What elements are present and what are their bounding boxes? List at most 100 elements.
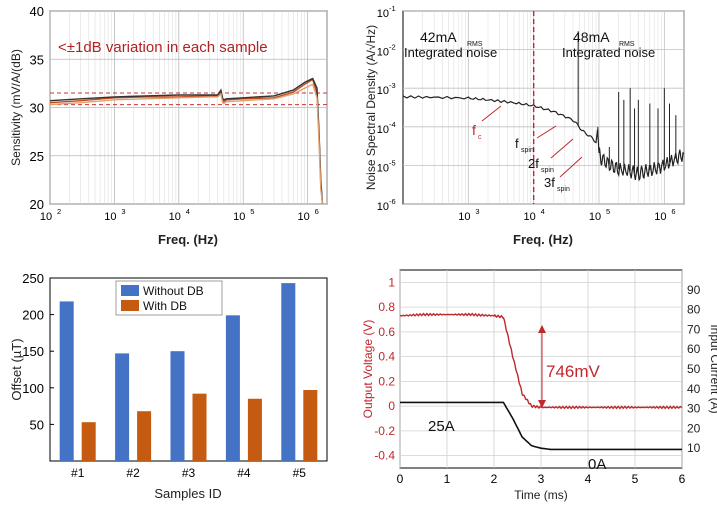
right-tick-label: 70 xyxy=(687,322,701,336)
x-category-label: #1 xyxy=(71,466,85,480)
current-high-label: 25A xyxy=(428,418,455,435)
y-tick-label: 100 xyxy=(22,381,44,396)
x-tick-label: 10 xyxy=(233,211,245,223)
x-tick-label: 10 xyxy=(524,211,536,223)
right-noise-value: 48mA xyxy=(573,29,610,45)
sensitivity-series-line xyxy=(49,83,324,205)
x-tick-label: 5 xyxy=(632,472,639,486)
x-tick-label: 4 xyxy=(585,472,592,486)
y-tick-exponent: -1 xyxy=(389,4,396,13)
left-noise-unit: RMS xyxy=(467,41,483,48)
fspin-sub: spin xyxy=(521,147,534,154)
x-tick-label: 0 xyxy=(397,472,404,486)
y-tick-label: 10 xyxy=(377,124,389,136)
y-tick-label: 35 xyxy=(30,52,44,67)
fspin-label: f xyxy=(515,136,519,151)
y-tick-label: 0.6 xyxy=(378,325,395,339)
f3spin-label: 3f xyxy=(544,175,555,190)
right-axis-label: Input Current (A) xyxy=(708,324,717,413)
x-tick-exponent: 3 xyxy=(121,207,125,216)
bar-with-db xyxy=(137,411,152,461)
y-tick-label: 150 xyxy=(22,344,44,359)
x-tick-label: 10 xyxy=(169,211,181,223)
x-category-label: #5 xyxy=(293,466,307,480)
x-axis-label: Freq. (Hz) xyxy=(513,232,573,247)
sensitivity-series-line xyxy=(49,77,324,205)
bar-without-db xyxy=(281,283,296,461)
bar-without-db xyxy=(225,315,240,461)
x-tick-exponent: 4 xyxy=(186,207,190,216)
right-tick-label: 20 xyxy=(687,421,701,435)
fc-label: f xyxy=(472,122,476,138)
step-annotation: 746mV xyxy=(546,362,601,381)
y-tick-exponent: -3 xyxy=(389,81,396,90)
x-tick-exponent: 6 xyxy=(671,207,675,216)
x-tick-label: 10 xyxy=(297,211,309,223)
y-tick-label: 50 xyxy=(30,417,44,432)
right-tick-label: 30 xyxy=(687,402,701,416)
legend-label: With DB xyxy=(143,299,187,313)
x-tick-label: 10 xyxy=(589,211,601,223)
right-tick-label: 90 xyxy=(687,283,701,297)
y-tick-label: 40 xyxy=(30,4,44,19)
y-axis-label: Output Voltage (V) xyxy=(361,320,375,419)
x-tick-exponent: 3 xyxy=(475,207,479,216)
x-tick-exponent: 4 xyxy=(541,207,545,216)
bar-with-db xyxy=(303,389,318,461)
x-tick-exponent: 2 xyxy=(57,207,61,216)
legend-label: Without DB xyxy=(143,284,204,298)
y-tick-label: 25 xyxy=(30,149,44,164)
legend-swatch xyxy=(121,285,139,296)
x-tick-label: 10 xyxy=(104,211,116,223)
x-category-label: #4 xyxy=(237,466,251,480)
x-axis-label: Time (ms) xyxy=(514,488,568,502)
y-axis-label: Noise Spectral Density (A/√Hz) xyxy=(364,25,378,190)
x-tick-label: 10 xyxy=(458,211,470,223)
y-tick-label: 10 xyxy=(377,8,389,20)
x-tick-exponent: 5 xyxy=(250,207,254,216)
x-tick-label: 6 xyxy=(679,472,686,486)
bar-without-db xyxy=(59,301,74,461)
right-noise-unit: RMS xyxy=(619,41,635,48)
y-tick-label: 30 xyxy=(30,101,44,116)
x-tick-exponent: 5 xyxy=(606,207,610,216)
output-voltage-line xyxy=(400,312,683,410)
noise-density-chart: 10 3 10 4 10 5 10 610 -610 -510 -410 -310 -210 -142mA… xyxy=(364,4,685,247)
x-category-label: #3 xyxy=(182,466,196,480)
right-tick-label: 40 xyxy=(687,382,701,396)
f2spin-label: 2f xyxy=(528,156,539,171)
fspin-pointer xyxy=(536,125,557,139)
sensitivity-chart: 10 2 10 3 10 4 10 5 10 6 20 25 30 35 40 <±1dB variation… xyxy=(9,4,328,247)
f2spin-pointer xyxy=(550,138,574,159)
sensitivity-series-line xyxy=(49,78,324,205)
legend-swatch xyxy=(121,300,139,311)
step-arrow-head-bottom xyxy=(538,400,546,408)
y-axis-label: Sensitivity (mV/A/(dB) xyxy=(9,49,23,166)
f3spin-sub: spin xyxy=(557,186,570,193)
y-tick-exponent: -5 xyxy=(389,158,396,167)
right-noise-label: Integrated noise xyxy=(562,45,655,60)
right-tick-label: 60 xyxy=(687,342,701,356)
f2spin-sub: spin xyxy=(541,167,554,174)
plot-area xyxy=(402,10,685,205)
right-tick-label: 10 xyxy=(687,441,701,455)
y-axis-label: Offset (µT) xyxy=(9,338,24,400)
x-axis-label: Freq. (Hz) xyxy=(158,232,218,247)
input-current-line xyxy=(400,401,682,451)
f3spin-pointer xyxy=(559,156,583,178)
y-tick-label: 0.8 xyxy=(378,300,395,314)
x-tick-label: 10 xyxy=(40,211,52,223)
y-tick-label: 0 xyxy=(388,399,395,413)
y-tick-label: 0.4 xyxy=(378,350,395,364)
x-category-label: #2 xyxy=(126,466,140,480)
current-low-label: 0A xyxy=(588,456,606,473)
y-tick-exponent: -4 xyxy=(389,120,396,129)
bar-without-db xyxy=(115,353,130,461)
x-tick-exponent: 6 xyxy=(315,207,319,216)
x-tick-label: 10 xyxy=(654,211,666,223)
fc-sub: c xyxy=(478,134,482,141)
right-tick-label: 50 xyxy=(687,362,701,376)
